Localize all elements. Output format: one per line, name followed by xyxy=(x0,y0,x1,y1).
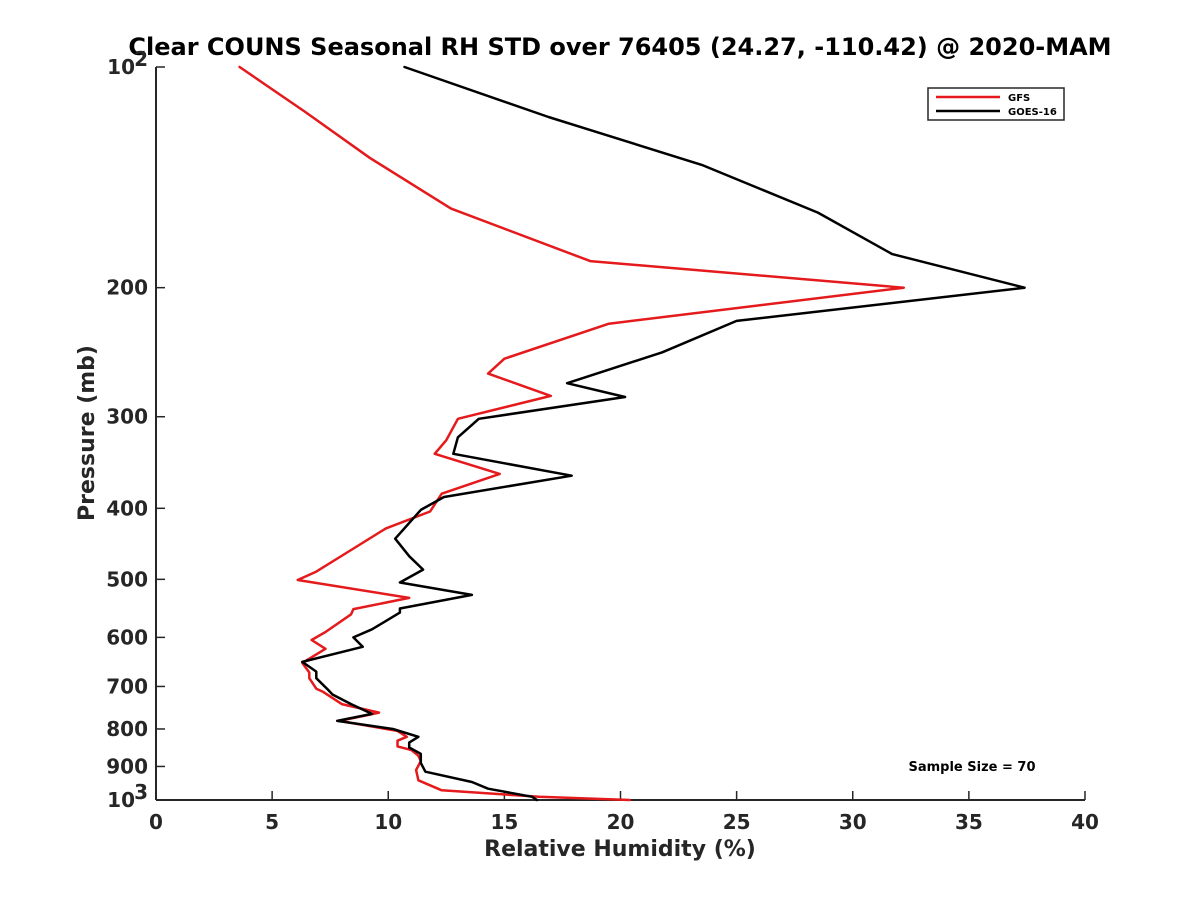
x-axis-ticks: 0 5 10 15 20 25 30 35 40 xyxy=(149,791,1099,834)
x-axis-label: Relative Humidity (%) xyxy=(484,837,756,862)
y-tick-label: 200 xyxy=(106,276,148,300)
y-tick-label: 700 xyxy=(106,674,148,698)
y-tick-label: 300 xyxy=(106,405,148,429)
series-line-goes-16 xyxy=(301,65,1026,802)
y-tick-exponent: 3 xyxy=(134,780,148,804)
sample-size-annotation: Sample Size = 70 xyxy=(908,760,1035,775)
x-tick-label: 5 xyxy=(265,810,279,834)
x-tick-label: 15 xyxy=(490,810,518,834)
x-tick-label: 30 xyxy=(839,810,867,834)
legend-label-gfs: GFS xyxy=(1008,93,1030,104)
y-axis-label: Pressure (mb) xyxy=(75,345,100,521)
series-lines xyxy=(238,65,1026,802)
x-tick-label: 0 xyxy=(149,810,163,834)
legend-box xyxy=(927,87,1065,121)
x-tick-label: 35 xyxy=(955,810,983,834)
y-tick-label: 900 xyxy=(106,754,148,778)
x-tick-label: 25 xyxy=(723,810,751,834)
series-line-gfs xyxy=(238,65,906,802)
x-tick-label: 10 xyxy=(374,810,402,834)
chart-title: Clear COUNS Seasonal RH STD over 76405 (… xyxy=(128,33,1111,61)
x-tick-label: 20 xyxy=(607,810,635,834)
legend: GFS GOES-16 xyxy=(927,87,1065,121)
y-tick-label: 500 xyxy=(106,567,148,591)
x-tick-label: 40 xyxy=(1071,810,1099,834)
y-tick-label: 10 xyxy=(107,55,135,79)
y-tick-exponent: 2 xyxy=(134,47,148,71)
y-tick-label: 400 xyxy=(106,496,148,520)
y-tick-label: 800 xyxy=(106,717,148,741)
y-tick-label: 600 xyxy=(106,625,148,649)
legend-label-goes-16: GOES-16 xyxy=(1008,107,1057,118)
y-tick-label: 10 xyxy=(107,788,135,812)
